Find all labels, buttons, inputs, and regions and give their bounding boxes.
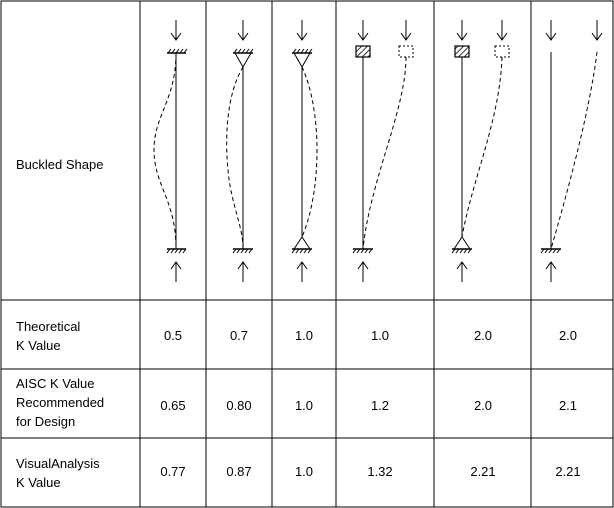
theoretical-k-value: 1.0 (295, 328, 313, 343)
theoretical-k-value: 2.0 (559, 328, 577, 343)
reaction-arrow-up-icon (545, 261, 557, 282)
load-arrow-down-icon (170, 20, 182, 41)
visualanalysis-k-value: 2.21 (470, 464, 495, 479)
guided-support-icon (454, 45, 470, 58)
visualanalysis-k-value: 1.32 (367, 464, 392, 479)
theoretical-k-value: 2.0 (474, 328, 492, 343)
displaced-support-icon (494, 45, 510, 58)
aisc-k-value: 1.2 (371, 398, 389, 413)
aisc-k-value: 0.80 (226, 398, 251, 413)
pin-support-icon (292, 48, 313, 69)
column-diagram-fixed-fixed (153, 20, 188, 282)
guided-support-icon (355, 45, 371, 58)
theoretical-k-label-line1: Theoretical (16, 319, 80, 334)
visualanalysis-k-value: 0.77 (160, 464, 185, 479)
aisc-k-values: 0.65 0.80 1.0 1.2 2.0 2.1 (160, 398, 577, 413)
fixed-support-icon (167, 48, 188, 54)
load-arrow-down-icon (400, 20, 412, 41)
buckled-shape-curve (301, 66, 318, 238)
fixed-support-icon (232, 248, 253, 254)
aisc-k-label-line2: Recommended (16, 395, 104, 410)
visualanalysis-k-label: VisualAnalysis K Value (16, 456, 100, 490)
visualanalysis-k-value: 1.0 (295, 464, 313, 479)
buckled-shape-curve (550, 51, 598, 250)
reaction-arrow-up-icon (237, 261, 249, 282)
theoretical-k-value: 1.0 (371, 328, 389, 343)
buckled-shape-curve (461, 56, 503, 238)
column-diagram-guided-pinned (451, 20, 510, 282)
load-arrow-down-icon (296, 20, 308, 41)
load-arrow-down-icon (496, 20, 508, 41)
theoretical-k-label-line2: K Value (16, 338, 61, 353)
fixed-support-icon (352, 248, 373, 254)
buckled-shape-curve (362, 56, 407, 250)
buckled-shape-curve (226, 66, 244, 250)
column-diagram-pinned-fixed (226, 20, 254, 282)
buckled-shape-label: Buckled Shape (16, 157, 103, 172)
displaced-support-icon (398, 45, 414, 58)
load-arrow-down-icon (357, 20, 369, 41)
column-diagram-free-fixed (540, 20, 603, 282)
reaction-arrow-up-icon (170, 261, 182, 282)
visualanalysis-k-values: 0.77 0.87 1.0 1.32 2.21 2.21 (160, 464, 580, 479)
reaction-arrow-up-icon (456, 261, 468, 282)
aisc-k-label-line1: AISC K Value (16, 376, 95, 391)
aisc-k-value: 2.0 (474, 398, 492, 413)
aisc-k-label-line3: for Design (16, 414, 75, 429)
pin-support-icon (451, 236, 472, 254)
pin-support-icon (233, 48, 254, 69)
visualanalysis-k-label-line2: K Value (16, 475, 61, 490)
theoretical-k-label: Theoretical K Value (16, 319, 80, 353)
visualanalysis-k-value: 0.87 (226, 464, 251, 479)
fixed-support-icon (166, 248, 187, 254)
pin-support-icon (291, 236, 312, 254)
load-arrow-down-icon (545, 20, 557, 41)
visualanalysis-k-label-line1: VisualAnalysis (16, 456, 100, 471)
load-arrow-down-icon (591, 20, 603, 41)
column-diagram-pinned-pinned (291, 20, 318, 282)
aisc-k-value: 1.0 (295, 398, 313, 413)
reaction-arrow-up-icon (296, 261, 308, 282)
column-diagram-guided-fixed (352, 20, 414, 282)
load-arrow-down-icon (237, 20, 249, 41)
reaction-arrow-up-icon (357, 261, 369, 282)
aisc-k-value: 2.1 (559, 398, 577, 413)
fixed-support-icon (540, 248, 561, 254)
load-arrow-down-icon (456, 20, 468, 41)
buckled-shape-curve (153, 52, 177, 250)
visualanalysis-k-value: 2.21 (555, 464, 580, 479)
theoretical-k-value: 0.5 (164, 328, 182, 343)
theoretical-k-values: 0.5 0.7 1.0 1.0 2.0 2.0 (164, 328, 577, 343)
theoretical-k-value: 0.7 (230, 328, 248, 343)
aisc-k-value: 0.65 (160, 398, 185, 413)
aisc-k-label: AISC K Value Recommended for Design (16, 376, 104, 429)
